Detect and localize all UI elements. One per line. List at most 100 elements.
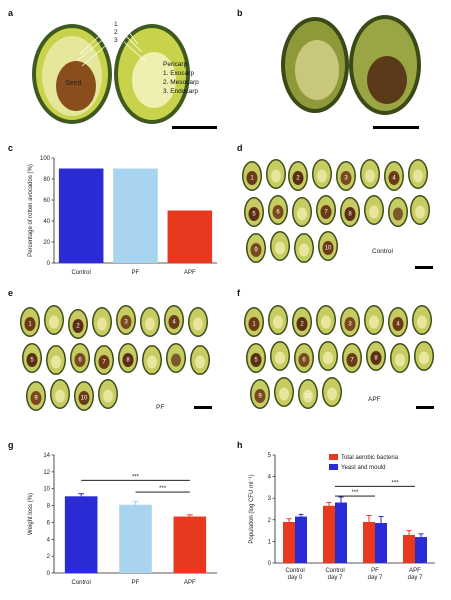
chart-g-xtick-label: PF: [132, 580, 140, 586]
avocado-half: [292, 307, 312, 337]
avocado-cavity-extra: [323, 351, 333, 365]
control-avocados-photo: 1 2 3 4 5 6 7 8 9 10: [242, 159, 430, 263]
avocado-half: [294, 343, 314, 373]
marker-1: 1: [114, 21, 118, 28]
avocado-seed: [56, 61, 96, 111]
avocado-number: 7: [350, 358, 354, 364]
avocado-number: 8: [374, 356, 378, 362]
avocado-half: [318, 231, 338, 261]
scale-bar-d: [415, 266, 433, 269]
chart-h-sig-label: ***: [351, 490, 359, 496]
avocado-half: [94, 345, 114, 375]
chart-h-bar: [283, 521, 295, 563]
chart-g-ytick-label: 14: [43, 453, 50, 459]
panel-e-photo: 1 2 3 4 5 6 7 8 9 10 PF: [16, 298, 221, 424]
avocado-half: [246, 343, 266, 373]
chart-h-legend-swatch: [329, 464, 338, 470]
avocado-cavity-extra: [365, 169, 375, 183]
chart-h-legend-label: Yeast and mould: [341, 465, 385, 471]
avocado-number: 4: [172, 320, 176, 326]
avocado-half: [250, 379, 270, 409]
avocado-half: [20, 307, 40, 337]
chart-h-ytick-label: 1: [268, 539, 272, 545]
chart-c: 0 20 40 60 80 100 Percentage of rotten avocado…: [12, 150, 227, 285]
avocado-half: [68, 309, 88, 339]
avocado-cavity-extra: [321, 315, 331, 329]
panel-b-photo: [275, 10, 430, 120]
avocado-half: [388, 307, 408, 337]
panel-label-d: d: [237, 143, 243, 153]
panel-label-a: a: [8, 8, 14, 18]
avocado-number: 6: [276, 210, 280, 216]
chart-g-sig-label: ***: [132, 474, 140, 480]
avocado-cavity-extra: [103, 389, 113, 403]
avocado-number: 4: [392, 176, 396, 182]
avocado-cavity-extra: [273, 315, 283, 329]
avocado-number: 3: [124, 320, 128, 326]
avocado-cavity-extra: [147, 355, 157, 369]
avocado-number: 9: [34, 396, 38, 402]
chart-c-bar: [167, 210, 213, 263]
avocado-number: 2: [300, 322, 304, 328]
avocado-cavity-extra: [55, 389, 65, 403]
chart-g-xtick-label: APF: [184, 580, 196, 586]
chart-g-ytick-label: 10: [43, 487, 50, 493]
avocado-number: 5: [254, 358, 258, 364]
avocado-half: [70, 343, 90, 373]
panel-label-h: h: [237, 440, 243, 450]
avocado-number: 9: [254, 248, 258, 254]
pericarp-legend-item-1: 1. Exocarp: [163, 70, 195, 77]
chart-h-legend-swatch: [329, 454, 338, 460]
chart-c-ytick-label: 80: [43, 177, 50, 183]
avocado-cavity-extra: [97, 317, 107, 331]
panel-label-b: b: [237, 8, 243, 18]
chart-g-ylabel: Weight loss (%): [28, 493, 34, 535]
avocado-number: 10: [305, 394, 312, 400]
marker-3: 3: [114, 37, 118, 44]
chart-h: 0 1 2 3 4 5 Population (log CFU ml⁻¹) Control da…: [237, 445, 447, 595]
chart-g-bar: [64, 496, 98, 573]
avocado-cavity-extra: [413, 169, 423, 183]
chart-h-xtick-label: day 7: [328, 575, 343, 581]
avocado-cavity-extra: [193, 317, 203, 331]
chart-h-xtick-label: PF: [371, 568, 379, 574]
chart-h-xtick-label: APF: [409, 568, 421, 574]
chart-g-ytick-label: 0: [47, 571, 51, 577]
avocado-cavity-extra: [299, 243, 309, 257]
chart-c-ytick-label: 100: [40, 156, 51, 162]
chart-h-sig-label: ***: [391, 480, 399, 486]
avocado-cavity-extra: [297, 207, 307, 221]
avocado-half: [366, 341, 386, 371]
chart-h-bar: [323, 505, 335, 563]
avocado-half: [288, 161, 308, 191]
pericarp-legend-title: Pericarp: [163, 61, 188, 68]
panel-d-photo: 1 2 3 4 5 6 7 8 9 10 Control: [240, 152, 440, 280]
apf-avocados-photo: 1 2 3 4 5 6 7 8 9 10: [244, 305, 434, 409]
avocado-half: [336, 161, 356, 191]
chart-h-xtick-label: Control: [285, 568, 304, 574]
avocado-half: [340, 197, 360, 227]
panel-a-photo: 1 2 3 Seed: [20, 14, 220, 134]
avocado-halves-diagram: [32, 24, 190, 124]
avocado-number: 1: [250, 176, 254, 182]
chart-h-bar: [295, 516, 307, 563]
avocado-half: [74, 381, 94, 411]
avocado-half: [244, 307, 264, 337]
scale-bar-f: [416, 406, 434, 409]
avocado-half: [22, 343, 42, 373]
avocado-half: [340, 307, 360, 337]
chart-c-ytick-label: 40: [43, 219, 50, 225]
chart-g: 0 2 4 6 8 10 12 14 Weight loss (%) Control PF APF **…: [12, 445, 227, 595]
chart-h-bar: [335, 502, 347, 563]
chart-h-xtick-label: day 0: [288, 575, 303, 581]
chart-h-xtick-label: Control: [325, 568, 344, 574]
avocado-number: 6: [302, 358, 306, 364]
avocado-half: [316, 195, 336, 225]
avocado-half: [244, 197, 264, 227]
chart-h-ytick-label: 4: [268, 475, 272, 481]
avocado-cavity-extra: [275, 241, 285, 255]
chart-g-ytick-label: 8: [47, 504, 51, 510]
avocado-cavity-extra: [419, 351, 429, 365]
chart-h-bar: [403, 534, 415, 563]
photo-e-label: PF: [156, 404, 165, 411]
